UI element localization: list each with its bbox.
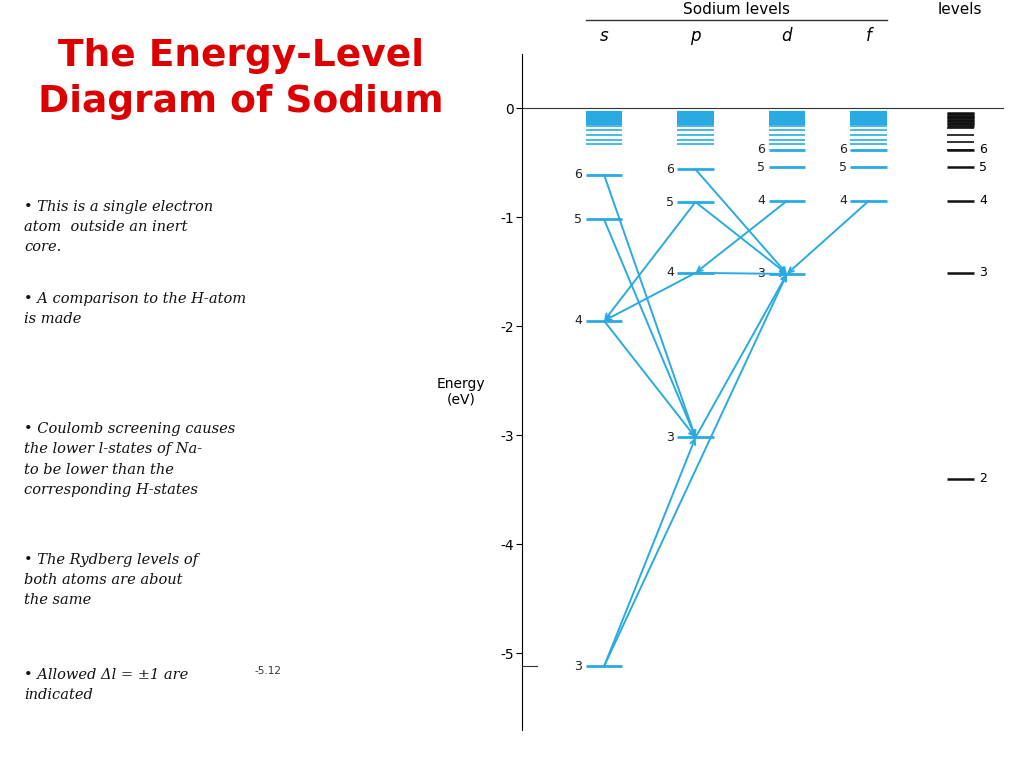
Text: s: s <box>600 27 608 45</box>
Text: 6: 6 <box>840 143 847 156</box>
Text: Hydrogen
levels: Hydrogen levels <box>923 0 997 17</box>
Text: The Energy-Level
Diagram of Sodium: The Energy-Level Diagram of Sodium <box>38 38 443 121</box>
Text: f: f <box>866 27 871 45</box>
Text: 6: 6 <box>574 168 583 181</box>
Y-axis label: Energy
(eV): Energy (eV) <box>437 376 485 407</box>
Text: 5: 5 <box>574 213 583 226</box>
Text: • A comparison to the H-atom
is made: • A comparison to the H-atom is made <box>25 292 246 326</box>
Text: 3: 3 <box>979 266 987 280</box>
Text: Sodium levels: Sodium levels <box>683 2 790 17</box>
Text: 5: 5 <box>839 161 847 174</box>
Text: d: d <box>781 27 793 45</box>
Text: 6: 6 <box>758 143 765 156</box>
Text: 5: 5 <box>979 161 987 174</box>
Text: 3: 3 <box>758 267 765 280</box>
Text: 4: 4 <box>574 314 583 327</box>
Text: • The Rydberg levels of
both atoms are about
the same: • The Rydberg levels of both atoms are a… <box>25 553 198 607</box>
Text: 6: 6 <box>666 163 674 176</box>
Text: 4: 4 <box>979 194 987 207</box>
Text: 4: 4 <box>840 194 847 207</box>
Text: • Coulomb screening causes
the lower l-states of Na-
to be lower than the
corres: • Coulomb screening causes the lower l-s… <box>25 422 236 497</box>
Text: 6: 6 <box>979 143 987 156</box>
Text: 3: 3 <box>666 431 674 444</box>
Text: p: p <box>690 27 700 45</box>
Text: 3: 3 <box>574 660 583 673</box>
Text: 2: 2 <box>979 472 987 485</box>
Text: -5.12: -5.12 <box>255 667 282 677</box>
Text: 4: 4 <box>666 266 674 280</box>
Text: • Allowed Δl = ±1 are
indicated: • Allowed Δl = ±1 are indicated <box>25 668 188 702</box>
Text: • This is a single electron
atom  outside an inert
core.: • This is a single electron atom outside… <box>25 200 213 253</box>
Text: 4: 4 <box>758 194 765 207</box>
Text: 5: 5 <box>758 161 765 174</box>
Text: 5: 5 <box>666 196 674 208</box>
